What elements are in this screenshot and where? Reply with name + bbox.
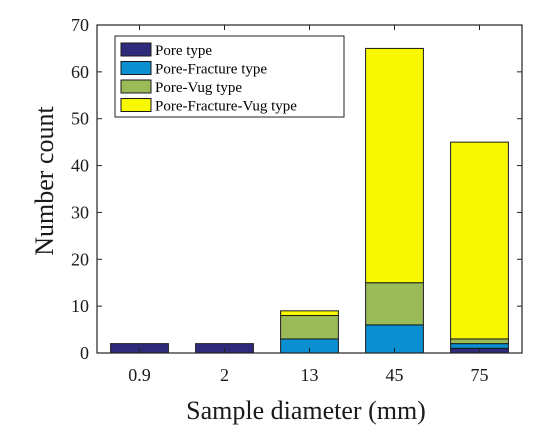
bar-segment-13-4 bbox=[280, 310, 339, 317]
ticks-layer: 0 10 20 30 40 50 60 70 0.9 2 13 45 75 bbox=[71, 15, 522, 385]
y-tick-label: 0 bbox=[80, 343, 89, 363]
x-tick-label: 13 bbox=[301, 365, 319, 385]
bar-segment-75-2 bbox=[450, 343, 509, 349]
y-tick-label: 70 bbox=[71, 15, 89, 35]
x-tick-label: 0.9 bbox=[128, 365, 151, 385]
bar-segment-75-4 bbox=[450, 141, 509, 340]
legend-swatch bbox=[120, 61, 152, 75]
y-tick-label: 20 bbox=[71, 249, 89, 269]
y-tick-label: 60 bbox=[71, 62, 89, 82]
legend-swatch bbox=[120, 98, 152, 112]
y-tick-label: 40 bbox=[71, 156, 89, 176]
x-tick-label: 45 bbox=[386, 365, 404, 385]
y-tick-label: 30 bbox=[71, 202, 89, 222]
legend-label: Pore-Vug type bbox=[155, 80, 242, 96]
bar-segment-45-3 bbox=[365, 282, 424, 326]
legend-label: Pore-Fracture type bbox=[155, 62, 267, 78]
x-tick-label: 75 bbox=[471, 365, 489, 385]
legend-label: Pore-Fracture-Vug type bbox=[155, 99, 297, 115]
bar-segment-75-3 bbox=[450, 338, 509, 345]
legend-swatch bbox=[120, 42, 152, 57]
y-tick-label: 50 bbox=[71, 109, 89, 129]
legend-box bbox=[114, 35, 345, 118]
y-axis-title: Number count bbox=[30, 105, 59, 255]
legend: Pore type Pore-Fracture type Pore-Vug type… bbox=[114, 35, 345, 118]
y-tick-label: 10 bbox=[71, 296, 89, 316]
x-tick-label: 2 bbox=[220, 365, 229, 385]
bar-segment-13-3 bbox=[280, 315, 339, 340]
bars-layer bbox=[110, 47, 509, 354]
legend-swatch bbox=[120, 79, 152, 94]
legend-label: Pore type bbox=[155, 43, 212, 59]
x-axis-title: Sample diameter (mm) bbox=[186, 396, 426, 425]
bar-segment-45-4 bbox=[365, 47, 424, 284]
